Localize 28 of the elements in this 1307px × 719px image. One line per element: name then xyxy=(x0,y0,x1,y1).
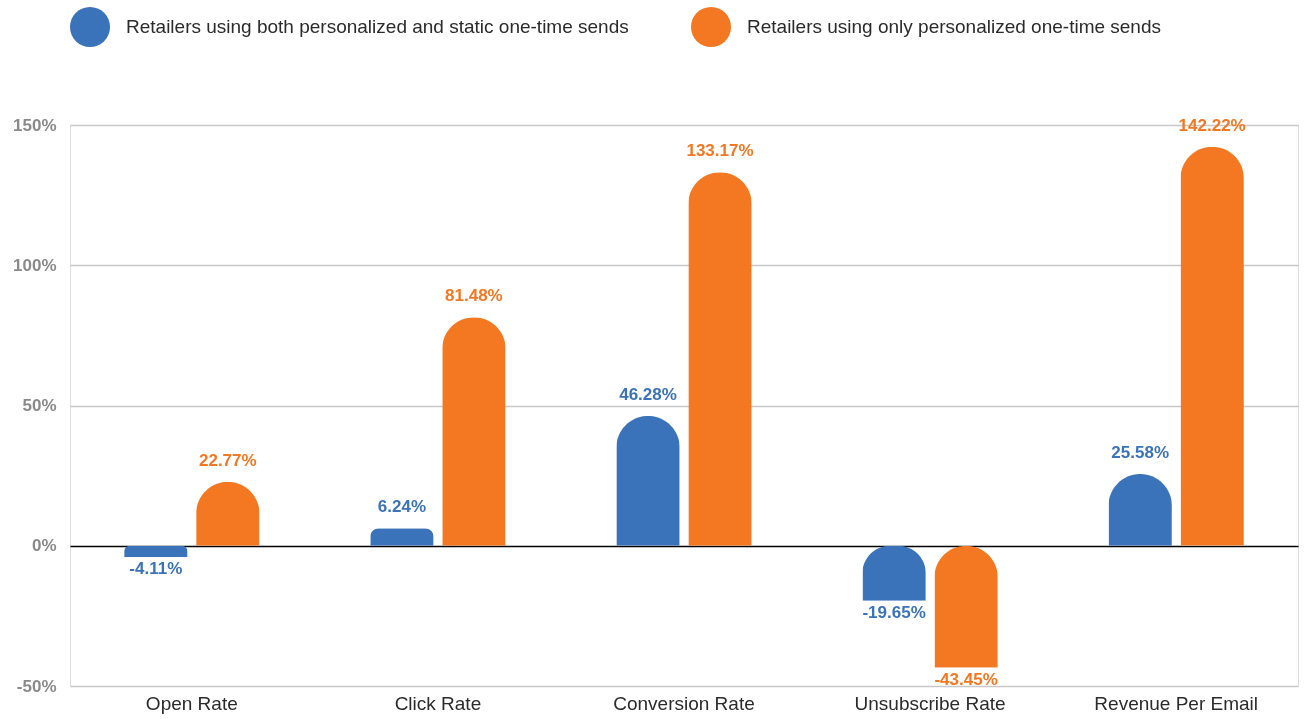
data-label: 46.28% xyxy=(619,384,677,404)
y-tick-label: 100% xyxy=(13,255,57,275)
bar xyxy=(688,172,752,546)
bar xyxy=(124,545,188,558)
bar xyxy=(442,317,506,546)
x-tick-label: Click Rate xyxy=(394,692,482,714)
data-label: 22.77% xyxy=(198,450,257,470)
bar xyxy=(934,545,998,668)
x-tick-label: Conversion Rate xyxy=(613,692,755,714)
y-tick-label: 0% xyxy=(31,536,57,556)
data-label: 6.24% xyxy=(377,497,427,517)
data-label: -43.45% xyxy=(934,669,998,689)
y-tick-label: -50% xyxy=(16,676,57,696)
data-label: 25.58% xyxy=(1111,443,1170,462)
legend-label: Retailers using both personalized and static one-time sends xyxy=(126,16,629,37)
x-tick-label: Open Rate xyxy=(145,692,238,714)
data-label: 81.48% xyxy=(445,286,503,306)
legend-label: Retailers using only personalized one-time sends xyxy=(747,16,1162,37)
data-label: 142.22% xyxy=(1178,115,1246,135)
data-label: 133.17% xyxy=(686,141,754,161)
bar xyxy=(616,415,680,546)
x-tick-label: Revenue Per Email xyxy=(1094,692,1259,714)
y-tick-label: 50% xyxy=(22,396,57,415)
data-label: -4.11% xyxy=(129,559,183,579)
x-tick-label: Unsubscribe Rate xyxy=(854,692,1006,714)
bar xyxy=(1180,146,1244,546)
y-tick-label: 150% xyxy=(13,115,57,135)
data-label: -19.65% xyxy=(862,602,926,622)
